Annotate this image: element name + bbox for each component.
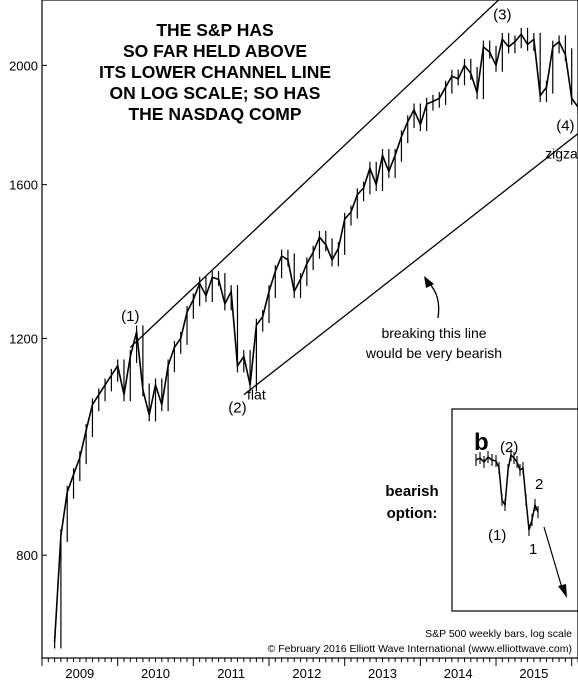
y-tick-label: 1600	[9, 178, 38, 193]
wave-label: (4)	[556, 118, 574, 135]
price-line	[53, 32, 578, 643]
y-tick-label: 2000	[9, 58, 38, 73]
title-line-1: THE S&P HAS	[156, 20, 273, 40]
inset-projection-arrowhead	[558, 584, 567, 598]
inset-label-small-1: 1	[529, 541, 537, 558]
credit-line-2: © February 2016 Elliott Wave Internation…	[268, 643, 572, 655]
annotation-arrowhead	[424, 276, 434, 288]
inset-label-small-2: 2	[535, 476, 543, 493]
x-tick-label: 2013	[368, 666, 397, 681]
y-axis: 800 1200 1600 2000	[9, 58, 47, 563]
price-series	[53, 27, 578, 649]
inset-frame	[451, 408, 578, 612]
upper-channel-line	[129, 0, 500, 348]
wave-label: zigzag	[545, 146, 578, 162]
x-tick-label: 2014	[444, 666, 473, 681]
y-tick-label: 800	[16, 548, 38, 563]
side-text-line-2: option:	[387, 505, 438, 522]
annotation: breaking this line would be very bearish	[365, 276, 502, 361]
wave-label: (1)	[121, 308, 139, 325]
wave-label: flat	[247, 387, 266, 403]
inset-title: b	[474, 429, 489, 456]
title-line-2: SO FAR HELD ABOVE	[123, 41, 307, 61]
annotation-line-1: breaking this line	[381, 325, 486, 341]
x-tick-label: 2010	[141, 666, 170, 681]
wave-label: (3)	[493, 6, 511, 23]
side-text-line-1: bearish	[385, 483, 438, 500]
x-tick-label: 2015	[519, 666, 548, 681]
wave-label: (2)	[228, 399, 246, 416]
annotation-arrow	[427, 281, 440, 319]
wave-labels: (1) (2)flat (3) (4) zigzag	[121, 6, 578, 416]
title-line-5: THE NASDAQ COMP	[128, 104, 301, 124]
lower-channel-line	[243, 133, 578, 396]
plot-frame	[41, 0, 578, 659]
inset-panel: b (2) (1) 2 1	[451, 408, 578, 612]
inset-projection-arrow	[543, 526, 563, 589]
x-tick-label: 2009	[65, 666, 94, 681]
title-line-3: ITS LOWER CHANNEL LINE	[99, 62, 331, 82]
credit-line-1: S&P 500 weekly bars, log scale	[425, 628, 572, 640]
x-tick-label: 2012	[292, 666, 321, 681]
annotation-line-2: would be very bearish	[365, 345, 502, 361]
channel-lines	[129, 0, 578, 396]
chart-title: THE S&P HAS SO FAR HELD ABOVE ITS LOWER …	[99, 20, 331, 124]
title-line-4: ON LOG SCALE; SO HAS	[110, 83, 321, 103]
inset-label-2: (2)	[500, 439, 518, 456]
inset-price-bars	[475, 449, 539, 536]
x-tick-label: 2011	[217, 666, 245, 681]
inset-label-1: (1)	[488, 527, 506, 544]
y-tick-label: 1200	[9, 331, 38, 346]
x-axis: 2009 2010 2011 2012 2013 2014 2015	[41, 658, 578, 681]
